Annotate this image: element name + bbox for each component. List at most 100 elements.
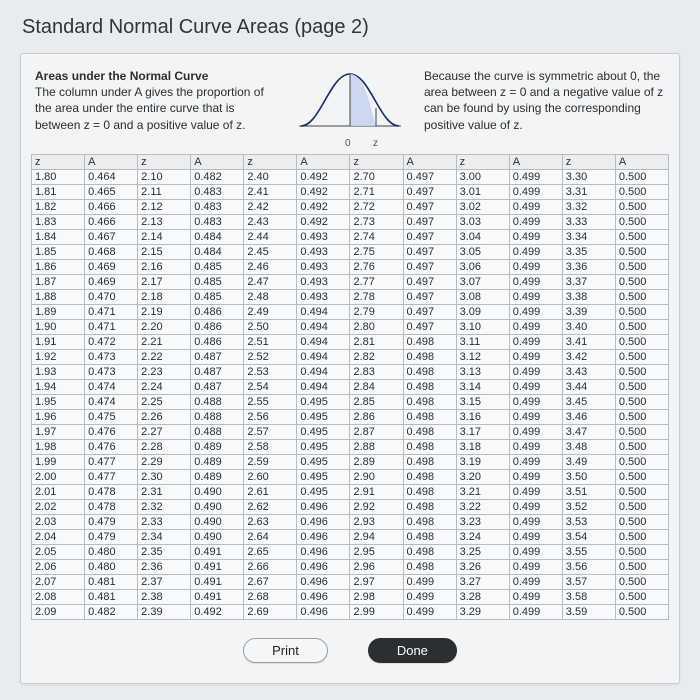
table-cell: 3.01 — [456, 185, 509, 200]
table-cell: 0.498 — [403, 470, 456, 485]
z-table-head: zAzAzAzAzAzA — [32, 155, 669, 170]
table-cell: 3.18 — [456, 440, 509, 455]
table-cell: 2.09 — [32, 605, 85, 620]
table-cell: 0.490 — [191, 500, 244, 515]
z-table-body: 1.800.4642.100.4822.400.4922.700.4973.00… — [32, 170, 669, 620]
table-cell: 0.499 — [509, 515, 562, 530]
table-cell: 2.78 — [350, 290, 403, 305]
table-cell: 0.499 — [403, 605, 456, 620]
table-cell: 0.488 — [191, 425, 244, 440]
table-cell: 0.477 — [85, 455, 138, 470]
normal-curve-figure: 0 z — [290, 64, 410, 150]
table-row: 1.830.4662.130.4832.430.4922.730.4973.03… — [32, 215, 669, 230]
table-cell: 0.498 — [403, 545, 456, 560]
table-cell: 0.499 — [509, 275, 562, 290]
table-row: 1.900.4712.200.4862.500.4942.800.4973.10… — [32, 320, 669, 335]
table-cell: 3.50 — [562, 470, 615, 485]
table-cell: 1.80 — [32, 170, 85, 185]
table-cell: 0.485 — [191, 260, 244, 275]
table-cell: 2.01 — [32, 485, 85, 500]
table-cell: 3.20 — [456, 470, 509, 485]
table-cell: 2.73 — [350, 215, 403, 230]
table-cell: 0.498 — [403, 515, 456, 530]
print-button[interactable]: Print — [243, 638, 328, 663]
table-cell: 0.500 — [615, 410, 668, 425]
table-cell: 2.84 — [350, 380, 403, 395]
table-cell: 0.486 — [191, 320, 244, 335]
done-button[interactable]: Done — [368, 638, 457, 663]
table-cell: 2.64 — [244, 530, 297, 545]
table-cell: 3.15 — [456, 395, 509, 410]
table-cell: 2.11 — [138, 185, 191, 200]
table-row: 2.040.4792.340.4902.640.4962.940.4983.24… — [32, 530, 669, 545]
z-table-header-cell: z — [138, 155, 191, 170]
z-table-header-cell: A — [615, 155, 668, 170]
table-cell: 2.41 — [244, 185, 297, 200]
table-cell: 0.483 — [191, 185, 244, 200]
table-cell: 0.499 — [509, 290, 562, 305]
table-cell: 0.499 — [509, 320, 562, 335]
table-cell: 3.12 — [456, 350, 509, 365]
table-cell: 0.500 — [615, 320, 668, 335]
table-cell: 0.489 — [191, 455, 244, 470]
table-cell: 2.80 — [350, 320, 403, 335]
table-cell: 2.31 — [138, 485, 191, 500]
table-cell: 0.494 — [297, 335, 350, 350]
content-panel: Areas under the Normal Curve The column … — [20, 53, 680, 684]
table-row: 1.920.4732.220.4872.520.4942.820.4983.12… — [32, 350, 669, 365]
table-cell: 0.500 — [615, 380, 668, 395]
table-row: 1.850.4682.150.4842.450.4932.750.4973.05… — [32, 245, 669, 260]
table-cell: 2.77 — [350, 275, 403, 290]
table-cell: 0.494 — [297, 380, 350, 395]
table-cell: 0.498 — [403, 455, 456, 470]
table-cell: 3.24 — [456, 530, 509, 545]
table-cell: 0.500 — [615, 590, 668, 605]
table-cell: 0.490 — [191, 530, 244, 545]
table-cell: 2.28 — [138, 440, 191, 455]
table-row: 1.930.4732.230.4872.530.4942.830.4983.13… — [32, 365, 669, 380]
table-cell: 0.473 — [85, 350, 138, 365]
table-cell: 3.56 — [562, 560, 615, 575]
table-row: 2.010.4782.310.4902.610.4952.910.4983.21… — [32, 485, 669, 500]
table-cell: 3.17 — [456, 425, 509, 440]
table-cell: 0.499 — [509, 485, 562, 500]
table-row: 1.840.4672.140.4842.440.4932.740.4973.04… — [32, 230, 669, 245]
table-cell: 0.481 — [85, 575, 138, 590]
table-cell: 2.66 — [244, 560, 297, 575]
table-cell: 2.45 — [244, 245, 297, 260]
table-cell: 0.499 — [509, 200, 562, 215]
table-cell: 1.93 — [32, 365, 85, 380]
table-cell: 0.495 — [297, 425, 350, 440]
table-cell: 0.500 — [615, 230, 668, 245]
right-description: Because the curve is symmetric about 0, … — [420, 64, 669, 133]
table-cell: 0.499 — [509, 590, 562, 605]
table-cell: 0.499 — [509, 425, 562, 440]
z-table-header-cell: A — [85, 155, 138, 170]
table-cell: 0.494 — [297, 305, 350, 320]
table-cell: 2.10 — [138, 170, 191, 185]
table-cell: 3.45 — [562, 395, 615, 410]
table-cell: 3.52 — [562, 500, 615, 515]
table-cell: 3.25 — [456, 545, 509, 560]
table-cell: 0.485 — [191, 275, 244, 290]
table-cell: 2.67 — [244, 575, 297, 590]
table-cell: 2.83 — [350, 365, 403, 380]
table-cell: 3.49 — [562, 455, 615, 470]
table-cell: 3.37 — [562, 275, 615, 290]
table-cell: 0.492 — [297, 215, 350, 230]
table-row: 1.960.4752.260.4882.560.4952.860.4983.16… — [32, 410, 669, 425]
table-cell: 2.20 — [138, 320, 191, 335]
table-cell: 0.499 — [509, 530, 562, 545]
table-cell: 0.467 — [85, 230, 138, 245]
table-cell: 0.499 — [509, 410, 562, 425]
table-cell: 0.499 — [509, 440, 562, 455]
table-cell: 3.51 — [562, 485, 615, 500]
table-row: 1.940.4742.240.4872.540.4942.840.4983.14… — [32, 380, 669, 395]
table-cell: 0.492 — [297, 200, 350, 215]
table-cell: 2.50 — [244, 320, 297, 335]
table-cell: 2.44 — [244, 230, 297, 245]
table-cell: 1.81 — [32, 185, 85, 200]
table-cell: 3.47 — [562, 425, 615, 440]
table-row: 2.030.4792.330.4902.630.4962.930.4983.23… — [32, 515, 669, 530]
table-cell: 3.07 — [456, 275, 509, 290]
